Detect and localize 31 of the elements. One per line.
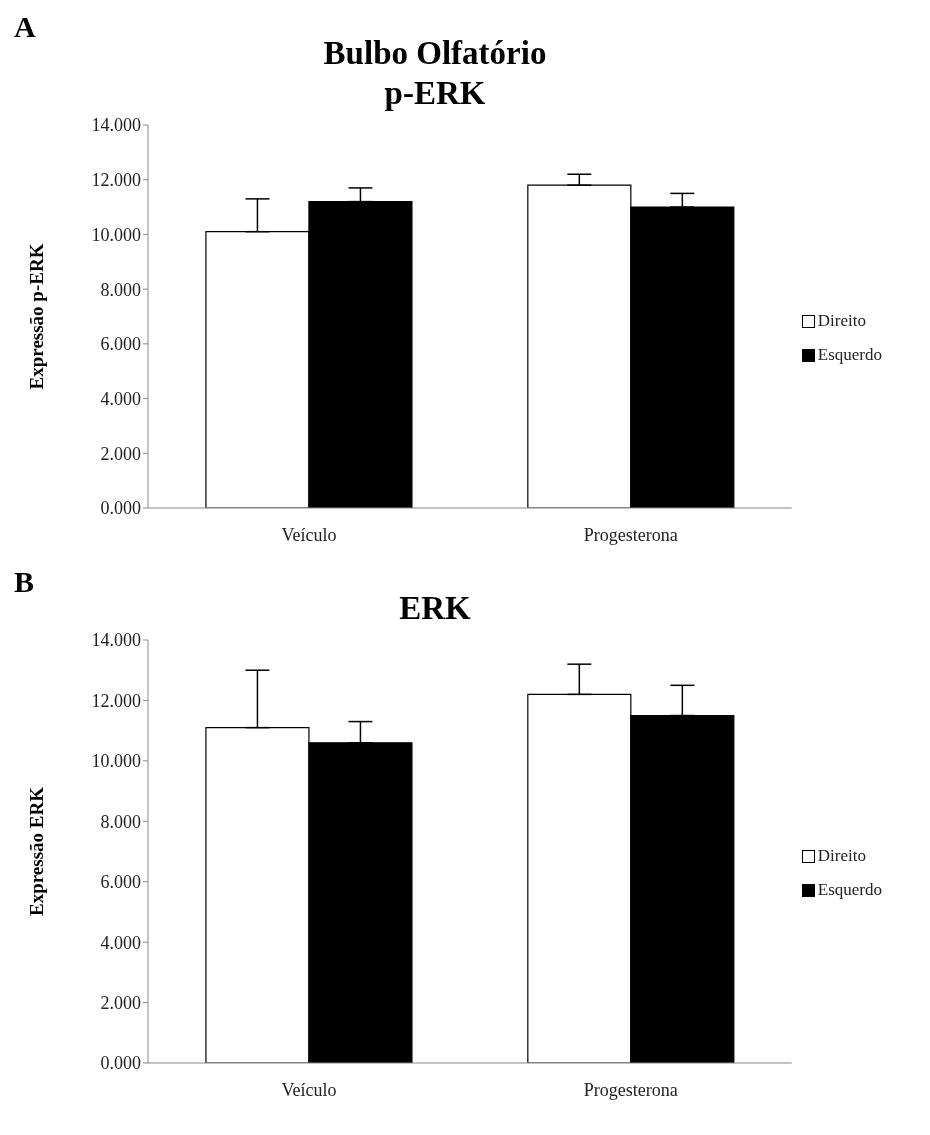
x-tick-label: Veículo <box>281 1079 337 1100</box>
x-tick-label: Progesterona <box>583 1079 678 1100</box>
y-tick-label: 2.000 <box>100 443 141 464</box>
y-tick-label: 0.000 <box>100 1053 141 1074</box>
y-tick-label: 12.000 <box>91 690 141 711</box>
y-tick-label: 2.000 <box>100 992 141 1013</box>
y-tick-label: 6.000 <box>100 334 141 355</box>
y-axis-title: Expressão ERK <box>25 786 47 916</box>
y-tick-label: 8.000 <box>100 279 141 300</box>
y-axis-title: Expressão p-ERK <box>25 243 47 390</box>
y-tick-label: 0.000 <box>100 498 141 519</box>
legend-label: Direito <box>817 311 866 331</box>
y-tick-label: 8.000 <box>100 811 141 832</box>
y-tick-label: 6.000 <box>100 872 141 893</box>
y-tick-label: 4.000 <box>100 388 141 409</box>
x-tick-label: Veículo <box>281 524 337 545</box>
legend-label: Esquerdo <box>817 345 882 365</box>
y-tick-label: 14.000 <box>91 630 141 651</box>
legend-label: Direito <box>817 846 866 866</box>
text: A <box>14 10 36 44</box>
chart-title: ERK <box>399 589 471 628</box>
chart-title: Bulbo Olfatório <box>323 34 547 73</box>
text: B <box>14 565 35 599</box>
y-tick-label: 14.000 <box>91 115 141 136</box>
y-tick-label: 12.000 <box>91 170 141 191</box>
y-tick-label: 10.000 <box>91 224 141 245</box>
y-tick-label: 10.000 <box>91 751 141 772</box>
legend-label: Esquerdo <box>817 880 882 900</box>
x-tick-label: Progesterona <box>583 524 678 545</box>
y-tick-label: 4.000 <box>100 932 141 953</box>
chart-subtitle: p-ERK <box>384 74 486 113</box>
